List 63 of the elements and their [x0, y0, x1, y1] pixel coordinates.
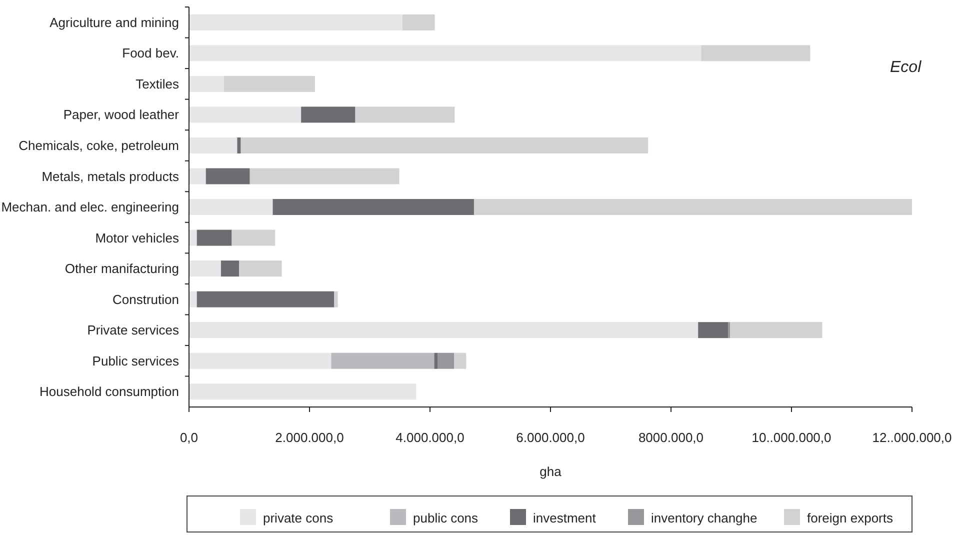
x-tick-label: 2.000.000,0 [275, 430, 344, 445]
bar [189, 45, 702, 62]
bar [189, 384, 416, 400]
bar [189, 199, 273, 215]
bar [434, 352, 438, 369]
y-tick-label: Metals, metals products [42, 168, 180, 184]
bar [240, 137, 648, 154]
y-tick-label: Constrution [112, 292, 179, 307]
x-tick-label: 6.000.000,0 [516, 430, 585, 445]
y-tick-label: Mechan. and elec. engineering [1, 200, 179, 215]
y-tick-label: Household consumption [40, 384, 179, 400]
x-tick-label: 10..000.000,0 [752, 430, 832, 445]
bar [272, 199, 474, 215]
bar [196, 230, 232, 246]
bar [189, 14, 402, 30]
bar [698, 322, 728, 338]
y-tick-label: Public services [92, 353, 180, 368]
y-tick-label: Other manifacturing [64, 261, 179, 276]
bar [189, 352, 332, 369]
legend-label: public cons [413, 510, 479, 526]
bar [189, 76, 224, 92]
bar [355, 106, 455, 123]
x-tick-label: 12..000.000,0 [872, 430, 952, 445]
y-tick-label: Agriculture and mining [50, 14, 179, 30]
y-tick-label: Paper, wood leather [63, 107, 180, 122]
bar [189, 260, 221, 277]
y-tick-label: Motor vehicles [95, 230, 180, 246]
y-tick-label: Chemicals, coke, petroleum [18, 138, 179, 154]
bar [189, 322, 698, 338]
y-tick-label: Textiles [136, 76, 180, 92]
bar [239, 260, 282, 277]
legend-label: private cons [263, 510, 334, 526]
x-tick-label: 8000.000,0 [638, 430, 704, 445]
x-axis-title: gha [540, 464, 562, 479]
bar [232, 230, 276, 246]
bar [224, 76, 315, 92]
bar [730, 322, 822, 338]
annotation: Ecol [890, 59, 922, 76]
bar [701, 45, 810, 62]
legend-label: investment [533, 510, 596, 526]
x-tick-label: 0,0 [180, 430, 198, 445]
bar [237, 137, 241, 154]
bar [189, 168, 206, 184]
bar [220, 260, 240, 277]
bar [331, 352, 434, 369]
legend-label: inventory changhe [651, 510, 758, 526]
bar [189, 137, 238, 154]
bar [250, 168, 400, 184]
bar [206, 168, 250, 184]
legend-label: foreign exports [807, 510, 894, 526]
y-tick-label: Private services [87, 322, 180, 338]
bar [189, 230, 197, 246]
bar [189, 106, 302, 123]
x-tick-label: 4.000.000,0 [396, 430, 464, 445]
bar [189, 291, 197, 308]
bar [196, 291, 334, 308]
bar [402, 14, 435, 30]
bar [334, 291, 338, 308]
bar [454, 352, 466, 369]
bar [474, 199, 912, 215]
bar [301, 106, 356, 123]
y-tick-label: Food bev. [122, 46, 179, 61]
bar [438, 352, 454, 369]
